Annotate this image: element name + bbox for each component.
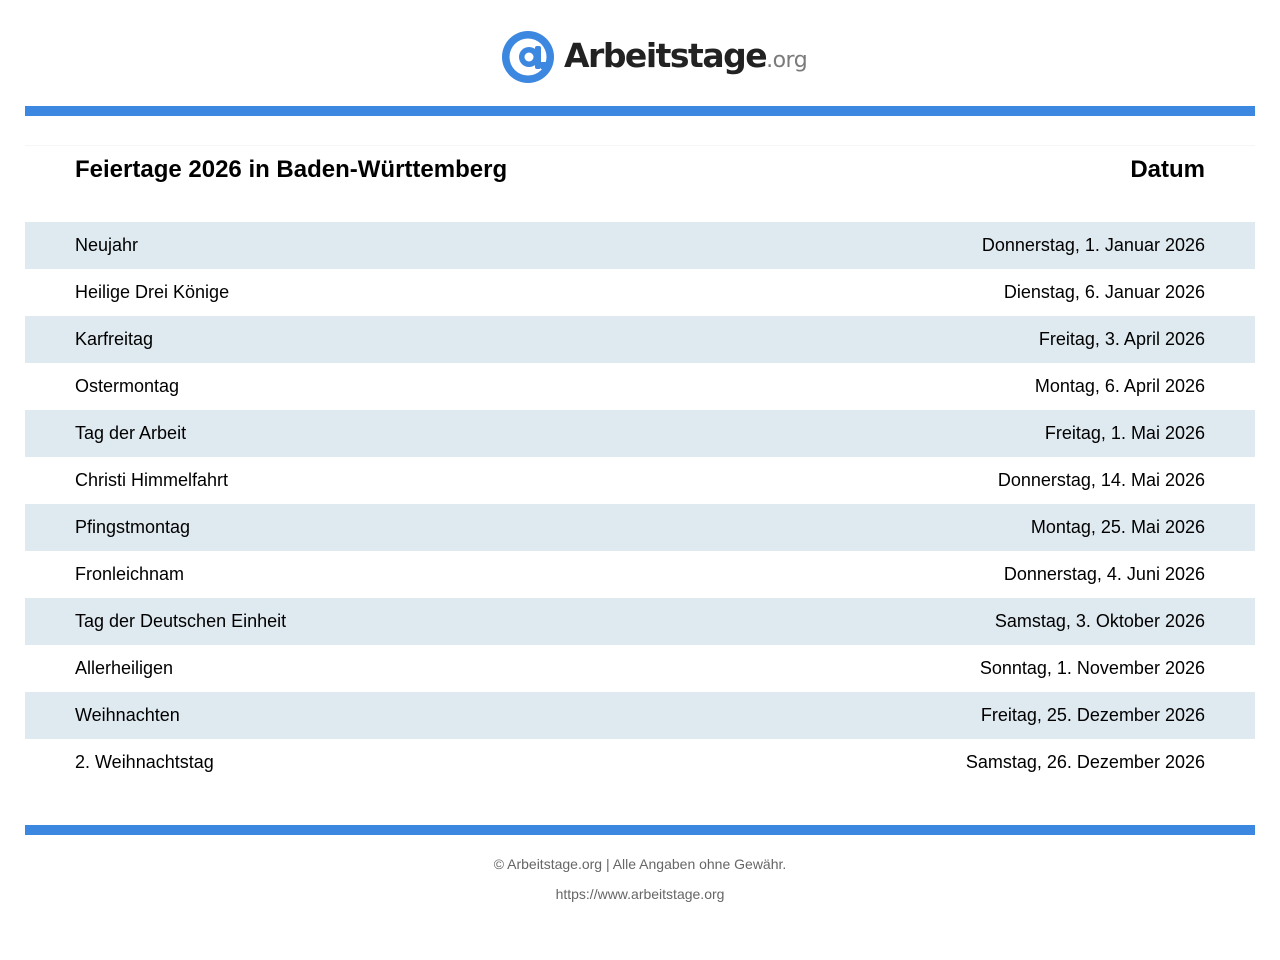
logo-wordmark: Arbeitstage .org [564, 35, 808, 75]
holiday-name: Fronleichnam [75, 564, 185, 584]
footer-url-link[interactable]: https://www.arbeitstage.org [555, 886, 725, 902]
table-row: Fronleichnam Donnerstag, 4. Juni 2026 [25, 551, 1255, 598]
holiday-table: Neujahr Donnerstag, 1. Januar 2026 Heili… [25, 222, 1255, 786]
holiday-date: Donnerstag, 1. Januar 2026 [981, 235, 1205, 255]
table-row: Allerheiligen Sonntag, 1. November 2026 [25, 645, 1255, 692]
holiday-name: Heilige Drei Könige [75, 282, 230, 302]
page-header: Arbeitstage .org [0, 0, 1280, 106]
holiday-name: 2. Weihnachtstag [75, 752, 214, 772]
table-row: Christi Himmelfahrt Donnerstag, 14. Mai … [25, 457, 1255, 504]
top-divider-bar [25, 106, 1255, 116]
holiday-date: Dienstag, 6. Januar 2026 [1003, 282, 1205, 302]
table-row: Tag der Deutschen Einheit Samstag, 3. Ok… [25, 598, 1255, 645]
holiday-name: Pfingstmontag [75, 517, 191, 537]
holiday-date: Freitag, 1. Mai 2026 [1044, 423, 1205, 443]
holiday-name: Weihnachten [75, 705, 180, 725]
holiday-date: Montag, 25. Mai 2026 [1030, 517, 1205, 537]
table-row: Weihnachten Freitag, 25. Dezember 2026 [25, 692, 1255, 739]
table-row: 2. Weihnachtstag Samstag, 26. Dezember 2… [25, 739, 1255, 786]
logo-tld: .org [766, 47, 808, 73]
holiday-name: Ostermontag [75, 376, 180, 396]
table-title: Feiertage 2026 in Baden-Württemberg [75, 156, 508, 183]
site-logo[interactable]: Arbeitstage .org [502, 30, 808, 84]
holiday-name: Christi Himmelfahrt [75, 470, 229, 490]
at-sign-icon [502, 31, 554, 83]
holiday-name: Neujahr [75, 235, 139, 255]
holiday-date: Donnerstag, 14. Mai 2026 [997, 470, 1205, 490]
date-column-header: Datum [1130, 156, 1205, 183]
holiday-name: Tag der Deutschen Einheit [75, 611, 287, 631]
holiday-date: Samstag, 3. Oktober 2026 [994, 611, 1205, 631]
holiday-name: Allerheiligen [75, 658, 174, 678]
holiday-date: Sonntag, 1. November 2026 [979, 658, 1205, 678]
holiday-name: Tag der Arbeit [75, 423, 187, 443]
holiday-date: Samstag, 26. Dezember 2026 [965, 752, 1205, 772]
holiday-name: Karfreitag [75, 329, 154, 349]
footer-copyright: © Arbeitstage.org | Alle Angaben ohne Ge… [493, 856, 787, 872]
bottom-divider-bar [25, 825, 1255, 835]
holiday-date: Freitag, 3. April 2026 [1038, 329, 1205, 349]
table-row: Neujahr Donnerstag, 1. Januar 2026 [25, 222, 1255, 269]
logo-name: Arbeitstage [564, 35, 768, 75]
table-row: Ostermontag Montag, 6. April 2026 [25, 363, 1255, 410]
holiday-date: Montag, 6. April 2026 [1034, 376, 1205, 396]
table-row: Karfreitag Freitag, 3. April 2026 [25, 316, 1255, 363]
holiday-date: Freitag, 25. Dezember 2026 [980, 705, 1205, 725]
table-row: Heilige Drei Könige Dienstag, 6. Januar … [25, 269, 1255, 316]
table-top-rule [25, 145, 1255, 146]
table-row: Pfingstmontag Montag, 25. Mai 2026 [25, 504, 1255, 551]
table-row: Tag der Arbeit Freitag, 1. Mai 2026 [25, 410, 1255, 457]
holiday-date: Donnerstag, 4. Juni 2026 [1003, 564, 1205, 584]
table-header: Feiertage 2026 in Baden-Württemberg Datu… [25, 146, 1255, 196]
